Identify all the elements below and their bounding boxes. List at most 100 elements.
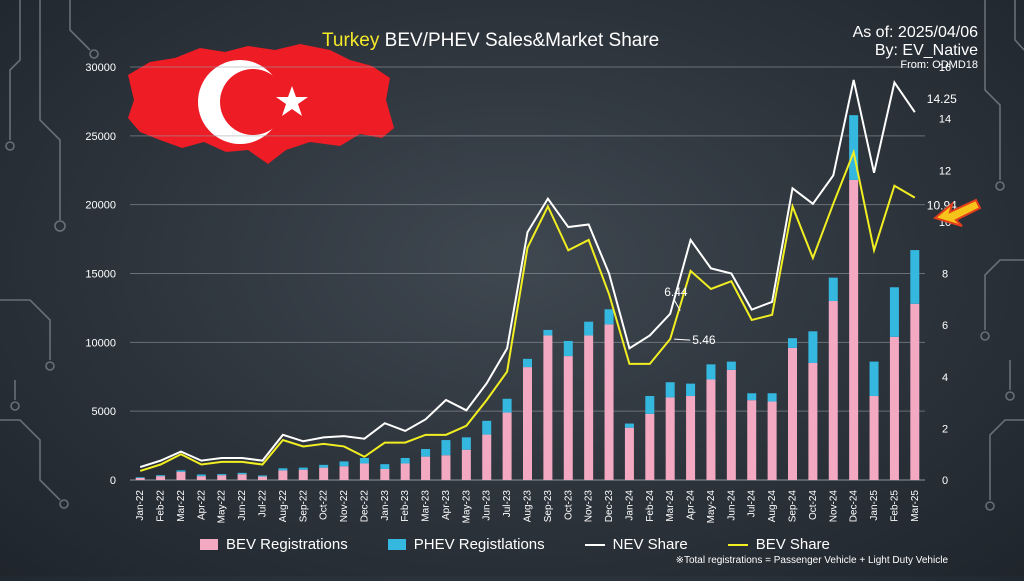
turkey-flag-map (128, 44, 394, 164)
x-tick-label: Dec-23 (604, 490, 615, 523)
legend-label-phev-registrations: PHEV Registlations (413, 536, 545, 553)
bar-phev (237, 472, 247, 475)
bar-phev (747, 393, 757, 401)
x-tick-label: Jan-25 (869, 490, 880, 521)
x-tick-label: Sep-24 (788, 490, 799, 523)
bar-bev (176, 471, 186, 480)
bev-share-line (139, 148, 916, 472)
bar-phev (339, 461, 349, 467)
x-tick-label: Feb-25 (889, 490, 900, 522)
bar-phev (461, 437, 471, 450)
x-tick-label: Nov-24 (828, 490, 839, 523)
x-tick-label: Jul-23 (502, 490, 513, 518)
bar-bev (196, 476, 206, 480)
author-credit: By: EV_Native (874, 42, 978, 59)
bar-phev (849, 115, 859, 180)
bar-bev (543, 335, 553, 480)
bar-bev (869, 396, 879, 480)
y-right-tick-label: 2 (942, 423, 948, 435)
x-tick-label: Mar-22 (176, 490, 187, 522)
bar-bev (726, 369, 736, 480)
x-tick-label: Jun-24 (726, 490, 737, 521)
data-label-leader (673, 299, 681, 312)
x-tick-label: Jan-22 (135, 490, 146, 521)
bar-bev (889, 336, 899, 480)
bar-phev (135, 477, 145, 478)
bar-phev (176, 470, 186, 472)
bar-phev (788, 338, 797, 348)
bar-bev (502, 412, 512, 480)
y-left-tick-label: 20000 (85, 200, 116, 212)
x-tick-label: May-24 (706, 490, 717, 524)
bar-bev (645, 413, 655, 480)
bar-phev (319, 464, 329, 468)
x-tick-label: Oct-23 (563, 490, 574, 520)
legend-item-nev-share: NEV Share (584, 536, 688, 553)
bar-phev (156, 475, 166, 477)
bar-bev (461, 449, 471, 480)
bar-phev (645, 396, 655, 414)
bar-bev (604, 324, 614, 480)
bar-phev (380, 464, 390, 469)
bar-phev (563, 340, 573, 357)
bar-phev (217, 474, 227, 476)
nev-share-line (139, 79, 916, 469)
x-tick-label: Apr-23 (441, 490, 452, 520)
y-right-tick-label: 4 (942, 372, 948, 384)
y-left-tick-label: 10000 (85, 337, 116, 349)
x-tick-label: Oct-22 (319, 490, 330, 520)
x-tick-label: Apr-24 (686, 490, 697, 520)
title-rest: BEV/PHEV Sales&Market Share (379, 30, 660, 51)
legend-swatch-phev (387, 539, 406, 550)
bar-bev (910, 303, 920, 480)
legend-label-bev-registrations: BEV Registrations (226, 536, 348, 553)
bar-phev (441, 440, 451, 456)
bar-bev (319, 467, 329, 480)
y-left-tick-label: 15000 (85, 269, 116, 281)
x-tick-label: Mar-23 (421, 490, 432, 522)
legend-item-phev-registrations: PHEV Registlations (387, 536, 545, 553)
y-right-tick-label: 12 (939, 165, 951, 177)
y-left-tick-label: 0 (110, 475, 116, 487)
y-right-tick-label: 6 (942, 320, 948, 332)
y-left-tick-label: 5000 (92, 406, 116, 418)
x-tick-label: Nov-23 (584, 490, 595, 523)
bar-phev (543, 329, 553, 336)
y-left-tick-label: 30000 (85, 62, 116, 74)
bar-phev (624, 423, 634, 428)
bar-phev (706, 364, 716, 380)
y-left-tick-label: 25000 (85, 131, 116, 143)
y-right-tick-label: 0 (942, 475, 948, 487)
x-tick-label: Aug-22 (278, 490, 289, 523)
x-tick-label: Jan-23 (380, 490, 391, 521)
bar-bev (237, 474, 247, 480)
bar-bev (258, 476, 267, 480)
bar-bev (298, 469, 308, 480)
x-tick-label: Jan-24 (624, 490, 635, 521)
bar-phev (359, 457, 369, 464)
bar-bev (849, 179, 859, 481)
bar-phev (828, 277, 838, 302)
bar-bev (665, 397, 675, 480)
legend-label-nev-share: NEV Share (612, 536, 688, 553)
bar-bev (767, 401, 777, 480)
bar-phev (421, 449, 431, 457)
bar-phev (278, 468, 288, 471)
x-tick-label: May-23 (461, 490, 472, 524)
y-right-tick-label: 16 (939, 62, 951, 74)
bar-phev (910, 250, 920, 304)
x-tick-label: Sep-22 (298, 490, 309, 523)
legend-line-nev (584, 543, 605, 546)
highlight-arrow-icon (932, 198, 982, 227)
circuit-decoration (0, 0, 1024, 511)
bar-bev (278, 470, 288, 480)
bar-bev (584, 335, 594, 480)
bar-bev (156, 476, 166, 480)
bar-bev (563, 356, 573, 480)
x-tick-label: Jul-22 (258, 490, 269, 518)
bar-bev (686, 396, 696, 480)
x-tick-label: Jun-23 (482, 490, 493, 521)
legend-swatch-bev (200, 539, 218, 550)
bar-phev (604, 309, 614, 325)
